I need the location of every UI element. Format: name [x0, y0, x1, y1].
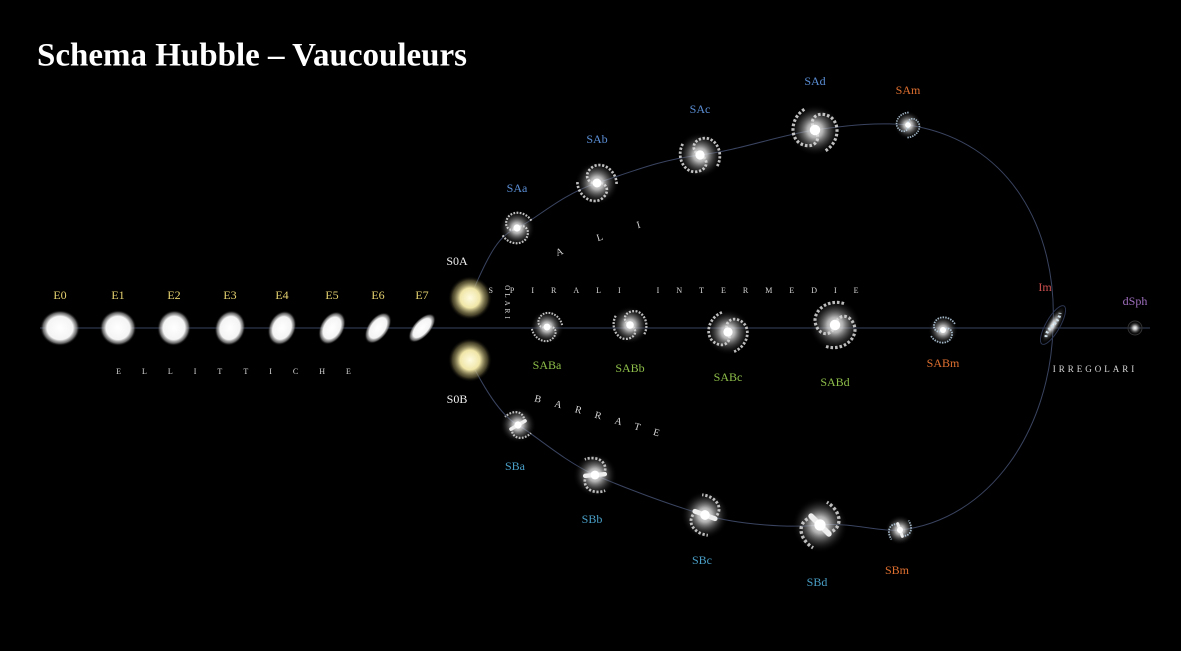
galaxy-label: E2 [167, 288, 180, 302]
galaxy-label: SABm [927, 356, 960, 370]
group-label: IRREGOLARI [1053, 364, 1138, 374]
galaxy-core [513, 224, 520, 231]
galaxy-label: SAc [690, 102, 711, 116]
galaxy-label: SAb [586, 132, 607, 146]
page: { "title": "Schema Hubble – Vaucouleurs"… [0, 0, 1181, 651]
galaxy-core [940, 327, 946, 333]
galaxy-label: S0B [447, 392, 468, 406]
spiral-galaxy [789, 104, 841, 156]
galaxy-label: SABc [714, 370, 743, 384]
galaxy-label: E1 [111, 288, 124, 302]
elliptical-galaxy [40, 310, 80, 346]
diagram: Schema Hubble – Vaucouleurs ELLITTICHE L… [0, 0, 1181, 651]
galaxy-label: E5 [325, 288, 338, 302]
galaxy-label: SBc [692, 553, 712, 567]
galaxy-label: E0 [53, 288, 66, 302]
title: Schema Hubble – Vaucouleurs [37, 38, 467, 74]
galaxy-label: SBb [582, 512, 603, 526]
galaxy-label: E7 [415, 288, 428, 302]
lenticular-galaxy [448, 276, 492, 320]
galaxy-label: E3 [223, 288, 236, 302]
galaxy-label: S0A [446, 254, 468, 268]
galaxy-label: SBm [885, 563, 910, 577]
galaxy-label: Im [1038, 280, 1052, 294]
galaxy-label: SABa [533, 358, 562, 372]
dwarf-galaxy [1128, 321, 1142, 335]
galaxy-label: SAd [804, 74, 825, 88]
galaxy-label: SBd [807, 575, 828, 589]
galaxy-label: SAa [507, 181, 528, 195]
group-label: ELLITTICHE [116, 367, 372, 376]
galaxy-label: SBa [505, 459, 526, 473]
galaxy-label: E4 [275, 288, 288, 302]
lenticular-galaxy [448, 338, 492, 382]
spiral-galaxy [499, 210, 535, 246]
group-label: SPIRALI INTERMEDIE [488, 286, 875, 295]
galaxy-label: SABd [820, 375, 849, 389]
galaxy-label: SABb [615, 361, 644, 375]
galaxy-label: E6 [371, 288, 384, 302]
galaxy-core [810, 125, 820, 135]
galaxy-label: SAm [896, 83, 921, 97]
spiral-galaxy [928, 315, 958, 345]
galaxy-label: dSph [1123, 294, 1148, 308]
